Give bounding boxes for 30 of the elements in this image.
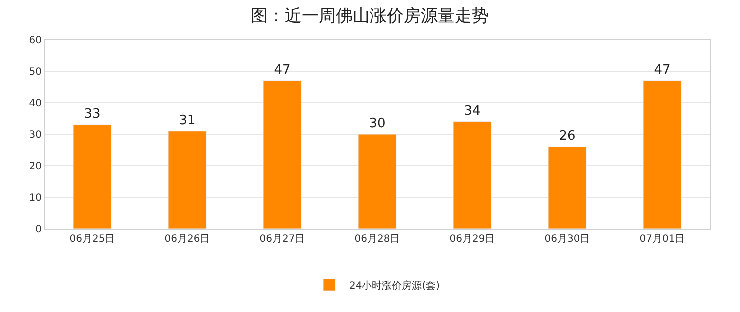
x-tick-label: 06月25日	[70, 234, 116, 245]
x-tick-label: 06月28日	[354, 234, 400, 245]
bar	[168, 131, 207, 229]
y-tick-label: 40	[29, 98, 42, 110]
bar	[263, 80, 302, 229]
y-tick-label: 60	[29, 36, 42, 46]
bar	[453, 122, 492, 229]
data-label: 26	[559, 129, 576, 144]
bar	[73, 124, 112, 229]
y-tick-label: 20	[29, 162, 42, 172]
data-label: 47	[274, 62, 291, 78]
bar	[358, 134, 397, 229]
data-label: 33	[84, 107, 101, 122]
y-tick-label: 10	[29, 193, 42, 204]
x-tick-label: 06月27日	[260, 234, 306, 245]
y-tick-label: 30	[29, 130, 42, 141]
legend-label: 24小时涨价房源(套)	[350, 280, 440, 292]
x-tick-label: 06月29日	[450, 234, 496, 245]
x-tick-label: 06月26日	[164, 234, 210, 245]
chart-title: 图：近一周佛山涨价房源量走势	[251, 6, 489, 26]
y-tick-label: 0	[36, 224, 42, 236]
data-label: 31	[179, 113, 196, 128]
bar	[643, 80, 682, 229]
y-tick-label: 50	[29, 67, 42, 78]
bar	[548, 146, 587, 229]
data-label: 34	[464, 104, 481, 119]
data-label: 47	[654, 62, 671, 78]
data-label: 30	[369, 116, 386, 132]
x-tick-label: 07月01日	[640, 234, 686, 245]
x-tick-label: 06月30日	[544, 234, 590, 245]
